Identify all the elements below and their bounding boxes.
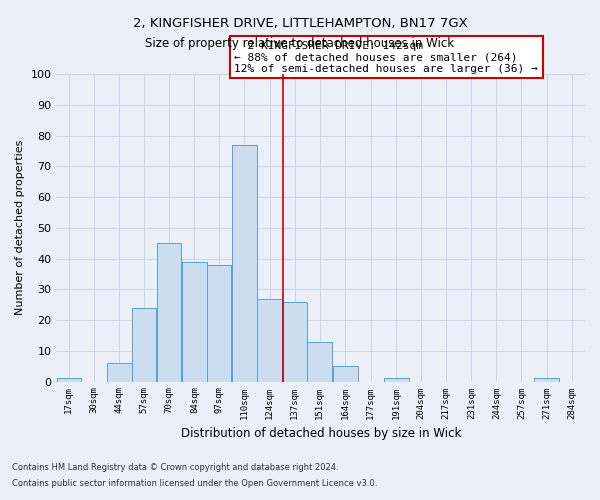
Text: 2, KINGFISHER DRIVE, LITTLEHAMPTON, BN17 7GX: 2, KINGFISHER DRIVE, LITTLEHAMPTON, BN17…: [133, 18, 467, 30]
Bar: [333, 366, 358, 382]
Bar: [535, 378, 559, 382]
Bar: [107, 363, 131, 382]
Bar: [283, 302, 307, 382]
Bar: [257, 298, 282, 382]
Bar: [182, 262, 207, 382]
Bar: [157, 243, 181, 382]
Bar: [208, 264, 232, 382]
Bar: [56, 378, 80, 382]
Y-axis label: Number of detached properties: Number of detached properties: [15, 140, 25, 316]
X-axis label: Distribution of detached houses by size in Wick: Distribution of detached houses by size …: [181, 427, 461, 440]
Bar: [383, 378, 409, 382]
Text: 2 KINGFISHER DRIVE: 142sqm  
← 88% of detached houses are smaller (264)
12% of s: 2 KINGFISHER DRIVE: 142sqm ← 88% of deta…: [235, 41, 538, 74]
Bar: [232, 144, 257, 382]
Text: Contains public sector information licensed under the Open Government Licence v3: Contains public sector information licen…: [12, 478, 377, 488]
Bar: [307, 342, 332, 382]
Text: Size of property relative to detached houses in Wick: Size of property relative to detached ho…: [145, 38, 455, 51]
Bar: [132, 308, 156, 382]
Text: Contains HM Land Registry data © Crown copyright and database right 2024.: Contains HM Land Registry data © Crown c…: [12, 464, 338, 472]
